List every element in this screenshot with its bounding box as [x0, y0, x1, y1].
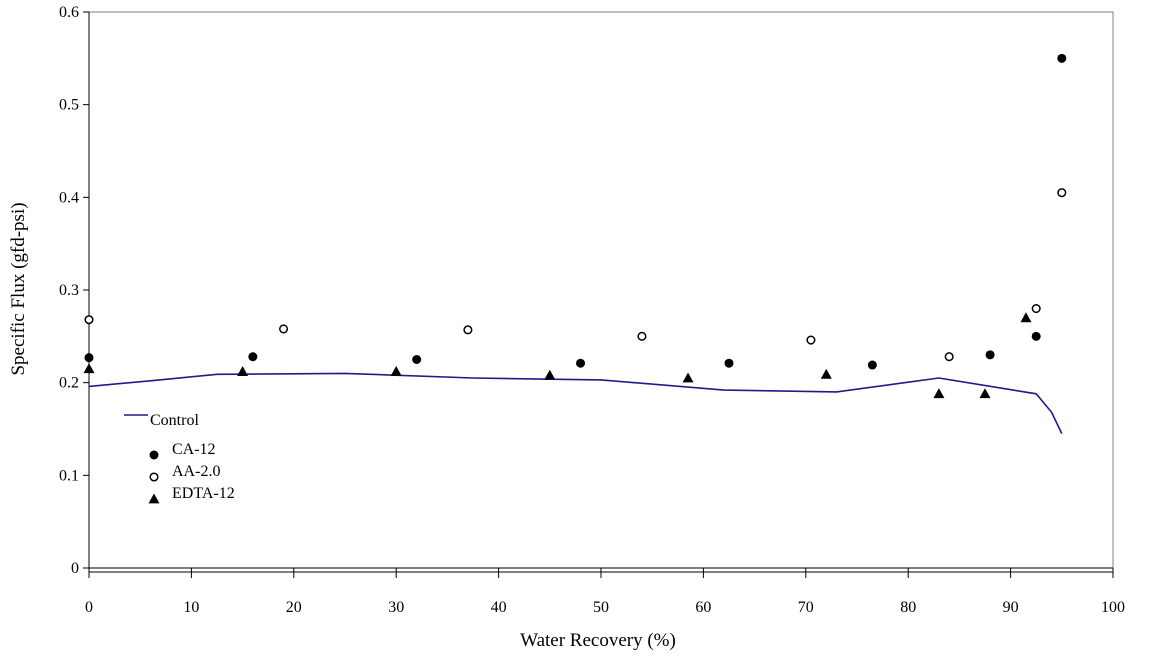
y-tick-label: 0.2 [59, 375, 79, 392]
x-tick-label: 60 [695, 599, 711, 616]
legend-swatch [149, 450, 159, 460]
data-point [1031, 303, 1041, 314]
data-point [724, 358, 734, 368]
legend-label: AA-2.0 [172, 463, 220, 480]
data-point [412, 355, 422, 364]
data-point [1031, 331, 1041, 341]
legend-swatch [149, 472, 159, 482]
data-point [576, 358, 586, 368]
data-point [867, 360, 877, 370]
x-tick-label: 0 [85, 599, 93, 616]
data-point [637, 331, 647, 341]
data-point [682, 372, 694, 383]
y-tick-label: 0.3 [59, 282, 79, 299]
data-point [84, 315, 94, 325]
x-tick-label: 100 [1101, 599, 1125, 616]
data-point [1057, 53, 1067, 63]
data-point [806, 335, 816, 345]
data-point [933, 388, 945, 399]
legend-swatch [148, 493, 160, 504]
series-aa-2-0 [84, 188, 1067, 362]
x-tick-label: 70 [798, 599, 814, 616]
data-point [84, 353, 94, 363]
y-axis-title: Specific Flux (gfd-psi) [8, 202, 29, 375]
x-tick-label: 30 [388, 599, 404, 616]
x-tick-label: 20 [286, 599, 302, 616]
y-tick-label: 0.6 [59, 4, 79, 21]
legend-item: EDTA-12 [148, 485, 235, 504]
data-point [985, 350, 995, 360]
data-point [83, 363, 95, 374]
y-tick-label: 0.1 [59, 467, 79, 484]
legend-label: EDTA-12 [172, 485, 235, 502]
x-tick-label: 90 [1003, 599, 1019, 616]
legend-label: CA-12 [172, 441, 216, 458]
y-tick-label: 0.4 [59, 189, 79, 206]
data-point [463, 325, 473, 335]
x-tick-label: 50 [593, 599, 609, 616]
series-edta-12 [83, 312, 1032, 399]
data-point [979, 388, 991, 399]
y-tick-label: 0.5 [59, 97, 79, 114]
data-point [1020, 312, 1032, 323]
data-point [544, 369, 556, 380]
x-tick-label: 10 [183, 599, 199, 616]
legend: Control CA-12 AA-2.0 EDTA-12 [124, 412, 235, 504]
data-point [279, 324, 289, 334]
x-tick-label: 80 [900, 599, 916, 616]
series-ca-12 [84, 53, 1067, 370]
legend-item: CA-12 [149, 441, 216, 460]
legend-label: Control [150, 412, 199, 429]
x-tick-label: 40 [491, 599, 507, 616]
series-line [88, 372, 1063, 434]
axes: 0 0.1 0.2 0.3 0.4 0.5 0.6 0 10 20 30 40 50 60 70 80 90 10… [59, 4, 1125, 616]
data-point [237, 366, 249, 376]
series-layer [83, 53, 1067, 434]
x-axis-title: Water Recovery (%) [520, 630, 676, 651]
data-point [390, 366, 402, 376]
plot-frame [88, 11, 1114, 569]
data-point [248, 352, 258, 362]
data-point [820, 368, 832, 379]
legend-item: Control [124, 412, 199, 429]
series-control [88, 372, 1063, 434]
data-point [944, 352, 954, 362]
data-point [1057, 188, 1067, 198]
legend-item: AA-2.0 [149, 463, 220, 482]
y-tick-label: 0 [71, 560, 79, 577]
